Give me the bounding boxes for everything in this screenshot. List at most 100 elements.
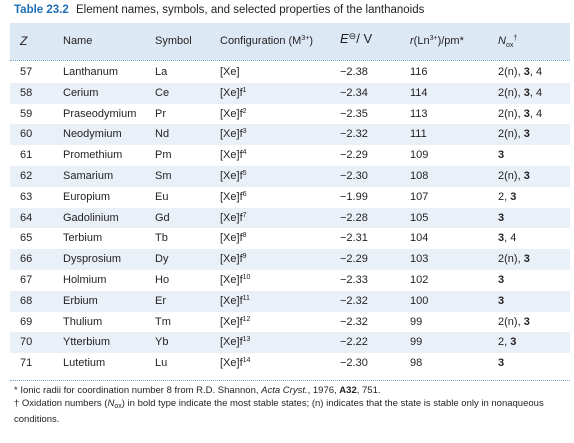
cell-potential: −2.28 xyxy=(340,211,368,224)
cell-name: Europium xyxy=(63,190,111,203)
cell-symbol: La xyxy=(155,66,168,78)
cell-radius: 116 xyxy=(410,66,428,78)
cell-symbol: Dy xyxy=(155,253,169,266)
cell-potential: −2.32 xyxy=(340,294,368,307)
cell-oxidation: 2, 3 xyxy=(498,190,517,203)
cell-z: 61 xyxy=(20,149,33,162)
cell-radius: 113 xyxy=(410,107,428,120)
table-notes: * Ionic radii for coordination number 8 … xyxy=(14,384,564,426)
cell-oxidation: 2(n), 3 xyxy=(498,315,530,328)
cell-name: Neodymium xyxy=(63,128,122,141)
cell-name: Promethium xyxy=(63,149,123,162)
cell-oxidation: 3 xyxy=(498,357,505,370)
cell-configuration: [Xe]f7 xyxy=(220,211,247,224)
cell-oxidation: 2, 3 xyxy=(498,336,517,349)
cell-z: 69 xyxy=(20,315,33,328)
cell-configuration: [Xe] xyxy=(220,66,240,78)
cell-name: Terbium xyxy=(63,232,103,245)
table-row: 63 Europium Eu [Xe]f6 −1.99 107 2, 3 xyxy=(10,187,570,208)
cell-oxidation: 2(n), 3 xyxy=(498,170,530,182)
cell-name: Gadolinium xyxy=(63,211,119,224)
header-r: r(Ln3+)/pm* xyxy=(410,35,464,47)
cell-oxidation: 3 xyxy=(498,211,505,224)
cell-name: Erbium xyxy=(63,294,98,307)
footer-rule xyxy=(10,380,570,381)
note-oxidation: † Oxidation numbers (Nox) in bold type i… xyxy=(14,398,544,425)
table-row: 61 Promethium Pm [Xe]f4 −2.29 109 3 xyxy=(10,145,570,166)
header-configuration: Configuration (M3+) xyxy=(220,35,313,47)
cell-name: Samarium xyxy=(63,170,114,182)
cell-z: 59 xyxy=(20,107,33,120)
table-row: 58 Cerium Ce [Xe]f1 −2.34 114 2(n), 3, 4 xyxy=(10,82,570,104)
cell-oxidation: 3 xyxy=(498,149,505,162)
table-header: Z Name Symbol Configuration (M3+) E⊖/ V … xyxy=(10,23,570,60)
cell-z: 70 xyxy=(20,336,33,349)
cell-symbol: Ce xyxy=(155,86,170,99)
table-row: 62 Samarium Sm [Xe]f5 −2.30 108 2(n), 3 xyxy=(10,166,570,187)
cell-symbol: Ho xyxy=(155,274,170,286)
cell-configuration: [Xe]f12 xyxy=(220,315,251,328)
cell-configuration: [Xe]f9 xyxy=(220,253,247,266)
cell-potential: −2.32 xyxy=(340,128,368,141)
cell-name: Holmium xyxy=(63,274,107,286)
header-n: Nox† xyxy=(498,35,518,49)
table-caption: Element names, symbols, and selected pro… xyxy=(75,4,425,16)
cell-radius: 99 xyxy=(410,315,423,328)
cell-oxidation: 2(n), 3, 4 xyxy=(498,86,543,99)
cell-radius: 105 xyxy=(410,211,429,224)
cell-potential: −2.32 xyxy=(340,315,368,328)
cell-radius: 100 xyxy=(410,294,429,307)
cell-radius: 114 xyxy=(410,86,428,99)
cell-z: 60 xyxy=(20,128,33,141)
cell-z: 66 xyxy=(20,253,33,266)
cell-radius: 104 xyxy=(410,232,429,245)
cell-configuration: [Xe]f5 xyxy=(220,170,247,182)
table-row: 70 Ytterbium Yb [Xe]f13 −2.22 99 2, 3 xyxy=(10,332,570,354)
cell-name: Cerium xyxy=(63,86,99,99)
cell-z: 65 xyxy=(20,232,33,245)
cell-potential: −2.34 xyxy=(340,86,368,99)
table-row: 69 Thulium Tm [Xe]f12 −2.32 99 2(n), 3 xyxy=(10,312,570,333)
cell-z: 57 xyxy=(20,66,33,78)
cell-symbol: Tm xyxy=(155,315,171,328)
cell-symbol: Er xyxy=(155,294,166,307)
cell-z: 67 xyxy=(20,274,33,286)
header-rule xyxy=(10,60,570,61)
table-row: 64 Gadolinium Gd [Xe]f7 −2.28 105 3 xyxy=(10,207,570,229)
cell-z: 71 xyxy=(20,357,33,370)
table-title: Table 23.2 Element names, symbols, and s… xyxy=(14,4,424,16)
cell-z: 64 xyxy=(20,211,33,224)
cell-name: Lutetium xyxy=(63,357,106,370)
cell-symbol: Lu xyxy=(155,357,168,370)
table-row: 67 Holmium Ho [Xe]f10 −2.33 102 3 xyxy=(10,270,570,291)
cell-potential: −2.22 xyxy=(340,336,368,349)
cell-potential: −2.38 xyxy=(340,66,368,78)
cell-z: 63 xyxy=(20,190,33,203)
cell-radius: 107 xyxy=(410,190,429,203)
cell-name: Ytterbium xyxy=(63,336,111,349)
cell-oxidation: 2(n), 3, 4 xyxy=(498,107,543,120)
cell-radius: 108 xyxy=(410,170,429,182)
cell-oxidation: 3, 4 xyxy=(498,232,517,245)
cell-symbol: Gd xyxy=(155,211,170,224)
cell-name: Lanthanum xyxy=(63,66,119,78)
cell-symbol: Sm xyxy=(155,170,172,182)
table-row: 68 Erbium Er [Xe]f11 −2.32 100 3 xyxy=(10,290,570,312)
cell-configuration: [Xe]f4 xyxy=(220,149,247,162)
cell-z: 58 xyxy=(20,86,33,99)
cell-configuration: [Xe]f13 xyxy=(220,336,251,349)
cell-z: 62 xyxy=(20,170,33,182)
cell-name: Praseodymium xyxy=(63,107,137,120)
cell-potential: −2.30 xyxy=(340,170,368,182)
cell-potential: −2.33 xyxy=(340,274,368,286)
cell-potential: −1.99 xyxy=(340,190,368,203)
cell-symbol: Pr xyxy=(155,107,166,120)
cell-radius: 99 xyxy=(410,336,423,349)
cell-potential: −2.31 xyxy=(340,232,368,245)
header-name: Name xyxy=(63,35,93,47)
table-row: 71 Lutetium Lu [Xe]f14 −2.30 98 3 xyxy=(10,353,570,374)
cell-potential: −2.35 xyxy=(340,107,368,120)
table-row: 60 Neodymium Nd [Xe]f3 −2.32 111 2(n), 3 xyxy=(10,124,570,146)
cell-potential: −2.30 xyxy=(340,357,368,370)
cell-potential: −2.29 xyxy=(340,253,368,266)
